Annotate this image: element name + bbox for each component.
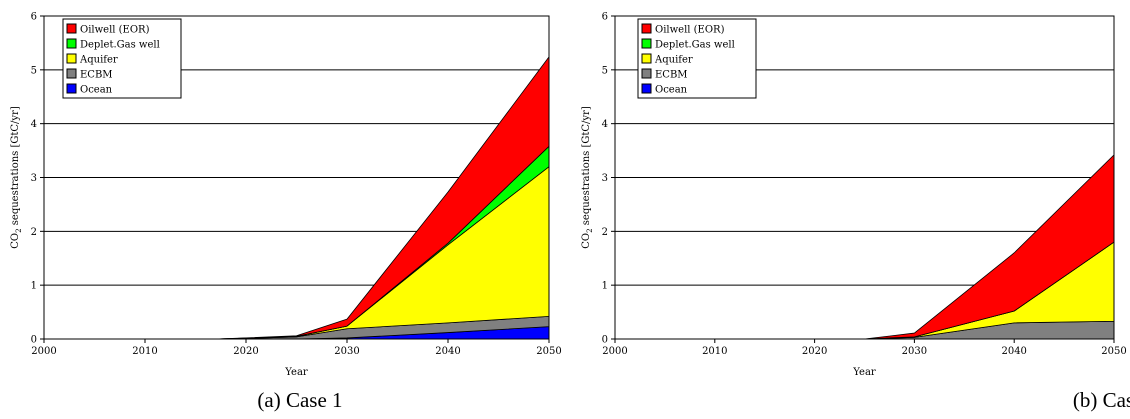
x-tick-label: 2050 [536, 346, 561, 357]
x-tick-label: 2000 [31, 346, 56, 357]
chart-panel-case-1: 0 1 2 3 4 5 6 2000 2010 2020 2030 2040 2050 Year CO2 s… [10, 12, 562, 413]
legend-swatch [66, 83, 77, 94]
y-tick-label: 1 [602, 281, 608, 292]
legend-label: Oilwell (EOR) [655, 25, 725, 36]
legend-box [62, 18, 182, 99]
y-tick-label: 2 [602, 227, 608, 238]
x-axis-label: Year [284, 367, 308, 378]
legend-label: Deplet.Gas well [655, 40, 735, 51]
caption-case-1: (a) Case 1 [257, 388, 343, 412]
legend-label: Ocean [655, 85, 688, 96]
x-tick-label: 2050 [1101, 346, 1126, 357]
legend-label: Ocean [80, 85, 113, 96]
y-tick-label: 5 [31, 65, 37, 76]
x-tick-label: 2020 [802, 346, 827, 357]
x-tick-label: 2010 [132, 346, 157, 357]
chart-case-1: 0 1 2 3 4 5 6 2000 2010 2020 2030 2040 2050 Year CO2 s… [10, 12, 562, 379]
legend-label: ECBM [655, 70, 688, 81]
legend-label: Aquifer [79, 55, 118, 66]
y-tick-label: 1 [31, 281, 37, 292]
legend-label: Oilwell (EOR) [80, 25, 150, 36]
x-tick-label: 2000 [602, 346, 627, 357]
legend-swatch [641, 68, 652, 79]
legend-label: Deplet.Gas well [80, 40, 160, 51]
chart-panel-case-2: 0 1 2 3 4 5 6 2000 2010 2020 2030 2040 2050 Year CO2 s… [565, 0, 1130, 419]
x-tick-label: 2020 [233, 346, 258, 357]
y-tick-label: 5 [602, 65, 608, 76]
y-axis-label: CO2 sequestrations [GtC/yr] [10, 106, 23, 249]
legend-swatch [641, 53, 652, 64]
y-tick-label: 6 [31, 12, 37, 23]
legend-box [637, 18, 757, 99]
legend: Oilwell (EOR) Deplet.Gas well Aquifer ECBM O… [637, 18, 757, 99]
y-tick-label: 4 [602, 119, 608, 130]
legend-swatch [641, 23, 652, 34]
legend: Oilwell (EOR) Deplet.Gas well Aquifer ECBM O… [62, 18, 182, 99]
y-tick-label: 4 [31, 119, 37, 130]
chart-case-2: 0 1 2 3 4 5 6 2000 2010 2020 2030 2040 2050 Year CO2 s… [581, 12, 1127, 379]
x-tick-label: 2030 [334, 346, 359, 357]
y-tick-label: 0 [602, 335, 608, 346]
y-tick-label: 2 [31, 227, 37, 238]
legend-label: Aquifer [654, 55, 693, 66]
x-tick-label: 2040 [1001, 346, 1026, 357]
y-tick-label: 0 [31, 335, 37, 346]
y-tick-label: 6 [602, 12, 608, 23]
y-tick-label: 3 [31, 173, 37, 184]
legend-swatch [66, 68, 77, 79]
x-tick-label: 2010 [702, 346, 727, 357]
x-tick-label: 2040 [435, 346, 460, 357]
y-axis-label: CO2 sequestrations [GtC/yr] [581, 106, 594, 249]
y-tick-label: 3 [602, 173, 608, 184]
legend-label: ECBM [80, 70, 113, 81]
x-axis-label: Year [852, 367, 876, 378]
legend-swatch [641, 83, 652, 94]
legend-swatch [641, 38, 652, 49]
caption-case-2: (b) Case 2 [1072, 388, 1130, 412]
x-tick-label: 2030 [902, 346, 927, 357]
legend-swatch [66, 23, 77, 34]
legend-swatch [66, 38, 77, 49]
legend-swatch [66, 53, 77, 64]
